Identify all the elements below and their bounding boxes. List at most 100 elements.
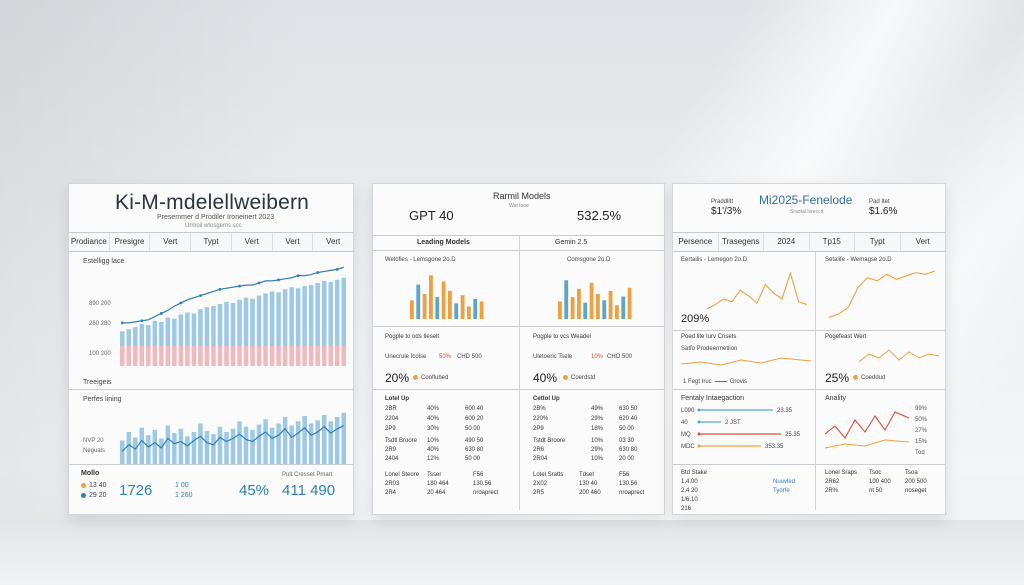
chart-bar — [191, 313, 197, 346]
chart-bar — [185, 436, 190, 464]
table-cell: 2BR — [385, 406, 397, 412]
chart-bar — [263, 293, 268, 346]
tab-vert[interactable]: Vert — [915, 237, 930, 246]
tab-2024[interactable]: 2024 — [764, 233, 810, 251]
chart-label: Setalife - Wemagse 2o.D — [825, 257, 892, 263]
chart-bar — [435, 297, 440, 319]
chart-point — [257, 281, 261, 285]
row-label: L090 — [681, 408, 695, 414]
trend-line — [859, 349, 939, 363]
tab-vert-2[interactable]: Vert — [232, 233, 273, 251]
chart-bar — [341, 412, 346, 464]
table-cell: 630 80 — [619, 447, 638, 453]
chart-bar-secondary — [217, 346, 223, 366]
chart-bar — [204, 307, 210, 346]
chart-bar-secondary — [250, 346, 255, 366]
divider — [69, 464, 353, 465]
divider — [673, 389, 945, 390]
chart-bar — [269, 427, 275, 464]
tab-presigre[interactable]: Presigre — [110, 233, 151, 251]
tab-persence[interactable]: Persence — [673, 233, 719, 251]
chart-bar — [165, 317, 171, 346]
axis-label: 890 200 — [89, 301, 111, 307]
chart-bar — [583, 302, 588, 319]
percentage: 25% — [825, 371, 850, 385]
tab-prodiance[interactable]: Prodiance — [69, 233, 110, 251]
chart-bar — [615, 305, 619, 319]
percentage: 40% — [533, 371, 558, 385]
chart-bar-secondary — [302, 346, 307, 366]
indicator-value: 23.35 — [777, 408, 793, 414]
tab-typt[interactable]: Typt — [855, 233, 901, 251]
right-tab-bar[interactable]: Persence Trasegens 2024 Tp15 Typt Vert — [673, 232, 945, 252]
section-label: Perfes lining — [83, 396, 122, 403]
chart-bar — [185, 312, 190, 346]
tab-tp15[interactable]: Tp15 — [810, 233, 855, 251]
tab-typt[interactable]: Typt — [191, 233, 232, 251]
percentage: 209% — [681, 313, 710, 325]
axis-label: 260 280 — [89, 321, 111, 327]
table-cell: Tsdtl Broore — [385, 438, 418, 444]
row-label: Pogple to vcs Weadel — [533, 334, 591, 340]
chart-bar-secondary — [334, 346, 340, 366]
table-cell: 100 400 — [869, 479, 891, 485]
scale-label: 15% — [915, 439, 928, 445]
chart-bar — [126, 329, 132, 346]
right-dashboard-panel: Praddlitt $1'/3% Mi2025-Fenelode Sraotal… — [672, 183, 946, 515]
left-tab-bar[interactable]: Prodiance Presigre Vert Typt Vert Vert V… — [69, 232, 353, 252]
row-label: Poed lite Iurv Crisets — [681, 334, 737, 340]
row-value: CHD 500 — [457, 354, 482, 360]
chart-bar — [460, 295, 465, 319]
chart-bar — [269, 291, 275, 346]
chart-bar — [217, 304, 223, 346]
chart-bar — [146, 435, 151, 464]
chart-bar — [289, 287, 294, 346]
chart-bar — [159, 438, 164, 464]
chart-bar-secondary — [165, 346, 171, 366]
axis-label: 100 200 — [89, 351, 111, 357]
chart-bar — [152, 320, 158, 346]
table-cell: 2R9 — [385, 447, 397, 453]
chart-line — [825, 411, 909, 439]
section-label: Treeigeis — [83, 379, 112, 386]
table-cell: 2B% — [533, 406, 546, 412]
chart-bar — [479, 301, 484, 319]
chart-bar — [211, 306, 216, 346]
chart-bar-secondary — [269, 346, 275, 366]
table-cell: 2R04 — [533, 456, 548, 462]
chart-bar — [621, 296, 626, 319]
chart-bar — [289, 425, 294, 464]
chart-bar — [133, 327, 138, 346]
table-cell: 490 50 — [465, 438, 484, 444]
chart-bar-secondary — [295, 346, 301, 366]
tab-vert-3[interactable]: Vert — [273, 233, 314, 251]
divider — [373, 235, 664, 236]
table-cell: 50 00 — [465, 426, 481, 432]
table-cell: 18% — [591, 426, 604, 432]
table-cell: Btd Stake — [681, 470, 708, 476]
chart-bar — [608, 290, 613, 319]
chart-bar-secondary — [120, 346, 125, 366]
chart-bar — [243, 297, 249, 346]
indicator-dot — [697, 432, 701, 436]
scale-label: 99% — [915, 406, 928, 412]
footer-numbers: 411 490 — [282, 482, 336, 499]
chart-bar — [577, 289, 581, 319]
chart-point — [277, 278, 280, 282]
tab-vert[interactable]: Vert — [150, 233, 192, 251]
divider — [373, 389, 664, 390]
axis-label: NVP 20 — [83, 438, 104, 444]
chart-bar-secondary — [276, 346, 281, 366]
chart-bar — [120, 331, 125, 346]
table-cell: 130.56 — [619, 481, 638, 487]
table-cell: noseget — [905, 488, 927, 494]
tab-trasegens[interactable]: Trasegens — [719, 233, 764, 251]
legend-item: 1 Fegt Iruc Grovis — [683, 379, 747, 385]
chart-point — [120, 321, 124, 325]
tab-vert-4[interactable]: Vert — [326, 237, 341, 246]
column-divider — [815, 252, 816, 510]
chart-point — [316, 271, 320, 274]
chart-bar — [172, 433, 177, 464]
table-cell: Tsoc — [869, 470, 882, 476]
table-cell: Lonel Steore — [385, 472, 420, 478]
